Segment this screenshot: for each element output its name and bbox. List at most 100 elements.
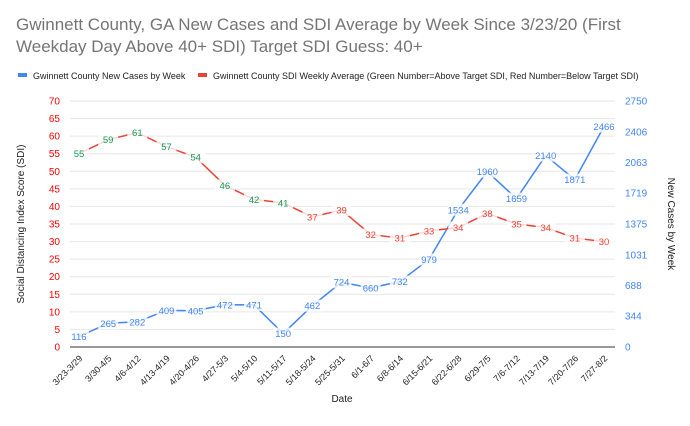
sdi-data-label: 34 — [540, 223, 551, 234]
right-axis-title: New Cases by Week — [665, 178, 676, 272]
cases-data-label: 660 — [363, 283, 379, 294]
x-tick-label: 7/20-7/26 — [546, 353, 580, 387]
cases-data-label: 724 — [334, 278, 350, 289]
legend-swatch-cases — [18, 73, 27, 77]
data-label-bg — [477, 207, 498, 220]
data-label-bg — [244, 298, 264, 311]
data-label-bg — [564, 173, 585, 186]
left-tick-label: 55 — [49, 149, 61, 160]
data-label-bg — [419, 253, 439, 266]
data-label-bg — [535, 221, 556, 234]
left-tick-label: 0 — [54, 343, 60, 354]
sdi-data-label: 54 — [190, 153, 201, 164]
data-label-bg — [127, 315, 148, 328]
cases-data-label: 472 — [217, 300, 233, 311]
x-tick-label: 6/1-6/7 — [349, 353, 376, 380]
sdi-data-label: 42 — [249, 195, 260, 206]
sdi-data-label: 46 — [220, 181, 231, 192]
data-label-bg — [419, 225, 439, 238]
data-label-bg — [244, 193, 264, 206]
right-tick-label: 1375 — [625, 220, 648, 231]
data-label-bg — [477, 165, 498, 178]
data-label-bg — [506, 218, 527, 230]
data-label-bg — [331, 203, 352, 216]
data-label-bg — [448, 203, 469, 216]
x-tick-label: 5/25-5/31 — [313, 353, 347, 387]
cases-data-label: 282 — [129, 317, 145, 328]
cases-data-label: 150 — [275, 329, 291, 340]
cases-data-label: 462 — [304, 301, 320, 312]
right-tick-label: 2406 — [625, 127, 648, 138]
data-label-bg — [214, 298, 235, 311]
cases-data-label: 2466 — [593, 122, 614, 133]
data-label-bg — [156, 304, 177, 317]
data-label-bg — [448, 221, 469, 234]
sdi-data-label: 37 — [307, 212, 318, 223]
left-tick-label: 10 — [49, 307, 61, 318]
x-axis-title: Date — [331, 394, 353, 405]
right-tick-label: 1719 — [625, 189, 648, 200]
left-tick-label: 70 — [49, 97, 61, 108]
cases-data-label: 1871 — [564, 175, 585, 186]
data-label-bg — [594, 235, 614, 248]
data-label-bg — [506, 192, 527, 205]
x-tick-label: 6/29-7/5 — [462, 353, 492, 383]
x-tick-label: 5/18-5/24 — [284, 353, 318, 387]
right-tick-label: 2750 — [625, 97, 648, 108]
x-tick-label: 4/13-4/19 — [138, 353, 172, 387]
left-tick-label: 45 — [49, 184, 61, 195]
x-tick-label: 5/11-5/17 — [255, 353, 288, 386]
data-label-bg — [214, 179, 235, 192]
right-tick-label: 2063 — [625, 158, 648, 169]
x-tick-label: 6/22-6/28 — [430, 353, 464, 387]
legend-label-cases: Gwinnett County New Cases by Week — [33, 71, 186, 81]
legend-label-sdi: Gwinnett County SDI Weekly Average (Gree… — [213, 71, 639, 81]
right-tick-label: 344 — [625, 312, 642, 323]
sdi-data-label: 57 — [161, 142, 172, 153]
x-tick-label: 3/30-4/5 — [83, 353, 113, 383]
left-tick-label: 65 — [49, 114, 61, 125]
left-tick-label: 40 — [49, 202, 61, 213]
cases-data-label: 1960 — [477, 167, 498, 178]
sdi-data-label: 35 — [511, 220, 522, 231]
legend-swatch-sdi — [198, 73, 207, 77]
cases-data-label: 732 — [392, 277, 408, 288]
data-label-bg — [594, 120, 614, 133]
data-label-bg — [302, 210, 323, 223]
cases-data-label: 409 — [159, 306, 175, 317]
sdi-data-label: 39 — [336, 205, 347, 216]
data-label-bg — [331, 276, 352, 289]
data-label-bg — [273, 327, 294, 340]
data-label-bg — [98, 133, 119, 146]
sdi-data-label: 31 — [570, 234, 581, 245]
data-label-bg — [156, 140, 177, 153]
sdi-data-label: 59 — [103, 135, 114, 146]
sdi-data-label: 55 — [74, 149, 85, 160]
cases-data-label: 405 — [188, 306, 204, 317]
data-label-bg — [360, 281, 381, 294]
data-label-bg — [389, 275, 410, 288]
cases-data-label: 1659 — [506, 194, 527, 205]
chart-title: Gwinnett County, GA New Cases and SDI Av… — [16, 15, 621, 56]
cases-data-label: 116 — [71, 332, 86, 343]
left-tick-label: 30 — [49, 237, 61, 248]
data-label-bg — [69, 330, 89, 343]
x-tick-label: 6/15-6/21 — [400, 353, 434, 387]
sdi-data-label: 32 — [365, 230, 376, 241]
x-tick-label: 4/27-5/3 — [200, 353, 230, 383]
right-tick-label: 688 — [625, 281, 642, 292]
data-label-bg — [273, 196, 294, 209]
sdi-data-label: 34 — [453, 223, 464, 234]
data-label-bg — [98, 317, 119, 330]
left-tick-label: 50 — [49, 167, 61, 178]
left-tick-label: 15 — [49, 290, 61, 301]
data-label-bg — [185, 151, 206, 164]
data-label-bg — [564, 232, 585, 245]
left-tick-label: 60 — [49, 132, 61, 143]
data-label-bg — [185, 304, 206, 317]
x-tick-label: 4/20-4/26 — [167, 353, 201, 387]
data-label-bg — [127, 126, 148, 139]
left-tick-label: 35 — [49, 220, 61, 231]
